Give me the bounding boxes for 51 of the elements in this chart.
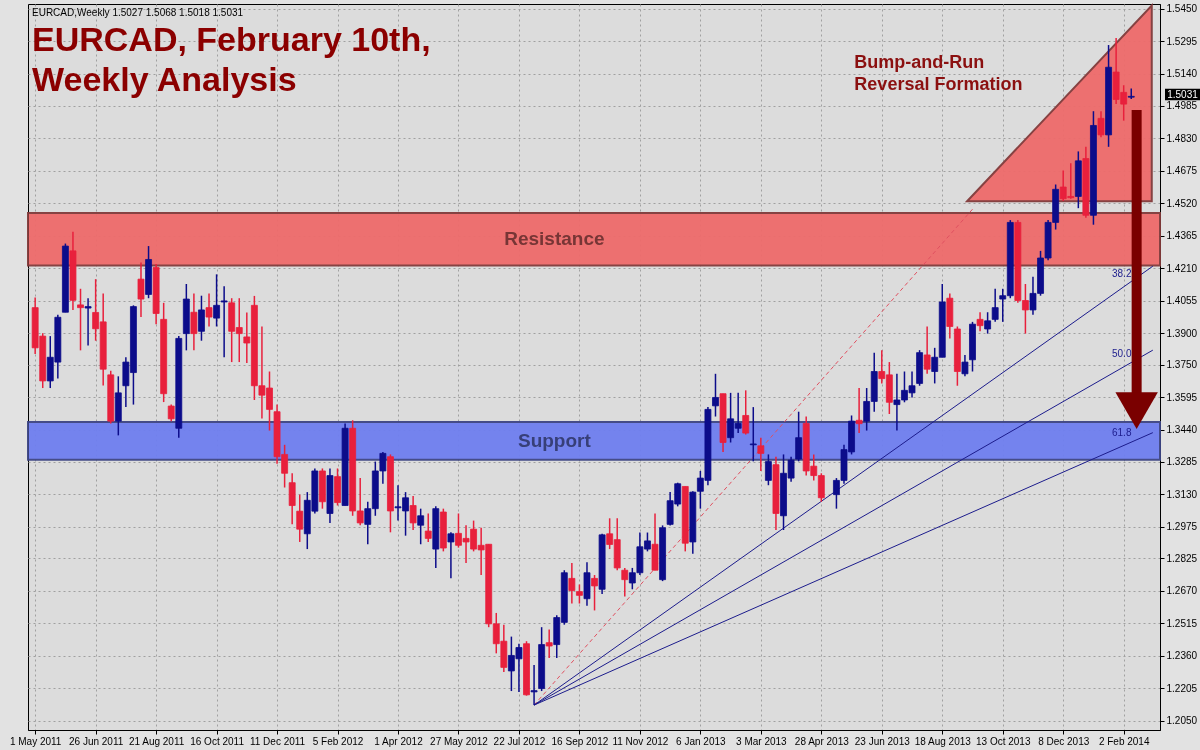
x-tick-label: 22 Jul 2012: [493, 735, 546, 747]
y-tick-label: 1.4055: [1166, 295, 1198, 307]
annotation: EURCAD,Weekly 1.5027 1.5068 1.5018 1.5031: [32, 7, 244, 18]
y-tick-label: 1.4210: [1166, 262, 1198, 274]
y-tick-label: 1.2670: [1166, 585, 1198, 597]
x-tick-label: 11 Dec 2011: [249, 735, 306, 747]
y-tick-label: 1.4985: [1166, 100, 1198, 112]
x-tick-label: 21 Aug 2011: [128, 735, 185, 747]
x-tick-label: 5 Feb 2012: [312, 735, 364, 747]
y-tick-label: 1.5450: [1166, 3, 1198, 15]
x-tick-label: 6 Jan 2013: [676, 735, 727, 747]
y-tick-label: 1.3595: [1166, 391, 1198, 403]
y-tick-label: 1.3130: [1166, 488, 1198, 500]
x-tick-label: 26 Jun 2011: [68, 735, 124, 747]
annotation: 61.8: [1111, 426, 1132, 438]
x-tick-label: 3 Mar 2013: [736, 735, 788, 747]
y-tick-label: 1.3750: [1166, 359, 1198, 371]
y-tick-label: 1.2205: [1166, 682, 1198, 694]
x-tick-label: 13 Oct 2013: [975, 735, 1031, 747]
x-tick-label: 11 Nov 2012: [612, 735, 669, 747]
y-tick-label: 1.4365: [1166, 230, 1198, 242]
y-tick-label: 1.3285: [1166, 456, 1198, 468]
band-label: Support: [517, 429, 592, 451]
text: 1.5031: [1167, 88, 1199, 100]
x-tick-label: 1 Apr 2012: [374, 735, 424, 747]
annotation: 50.0: [1111, 348, 1132, 360]
y-tick-label: 1.2975: [1166, 521, 1198, 533]
y-tick-label: 1.4520: [1166, 197, 1198, 209]
x-tick-label: 27 May 2012: [430, 735, 489, 747]
x-tick-label: 16 Sep 2012: [551, 735, 609, 747]
x-tick-label: 2 Feb 2014: [1098, 735, 1150, 747]
y-tick-label: 1.3900: [1166, 327, 1198, 339]
annotation: 38.2: [1111, 267, 1132, 279]
y-tick-label: 1.5140: [1166, 68, 1198, 80]
y-tick-label: 1.4830: [1166, 132, 1198, 144]
x-tick-label: 18 Aug 2013: [914, 735, 972, 747]
band-label: Resistance: [504, 228, 605, 250]
annotation: Bump-and-Run Reversal Formation: [854, 52, 1023, 94]
x-tick-label: 8 Dec 2013: [1038, 735, 1090, 747]
y-tick-label: 1.2515: [1166, 617, 1198, 629]
y-tick-label: 1.3440: [1166, 424, 1198, 436]
text: EURCAD, February 10th, Weekly Analysis: [32, 20, 431, 98]
x-tick-label: 16 Oct 2011: [190, 735, 245, 747]
y-tick-label: 1.2050: [1166, 715, 1198, 727]
y-tick-label: 1.2825: [1166, 552, 1198, 564]
x-tick-label: 28 Apr 2013: [794, 735, 850, 747]
x-tick-label: 1 May 2011: [9, 735, 62, 747]
y-tick-label: 1.5295: [1166, 35, 1198, 47]
y-tick-label: 1.4675: [1166, 165, 1198, 177]
y-tick-label: 1.2360: [1166, 650, 1198, 662]
x-tick-label: 23 Jun 2013: [854, 735, 911, 747]
